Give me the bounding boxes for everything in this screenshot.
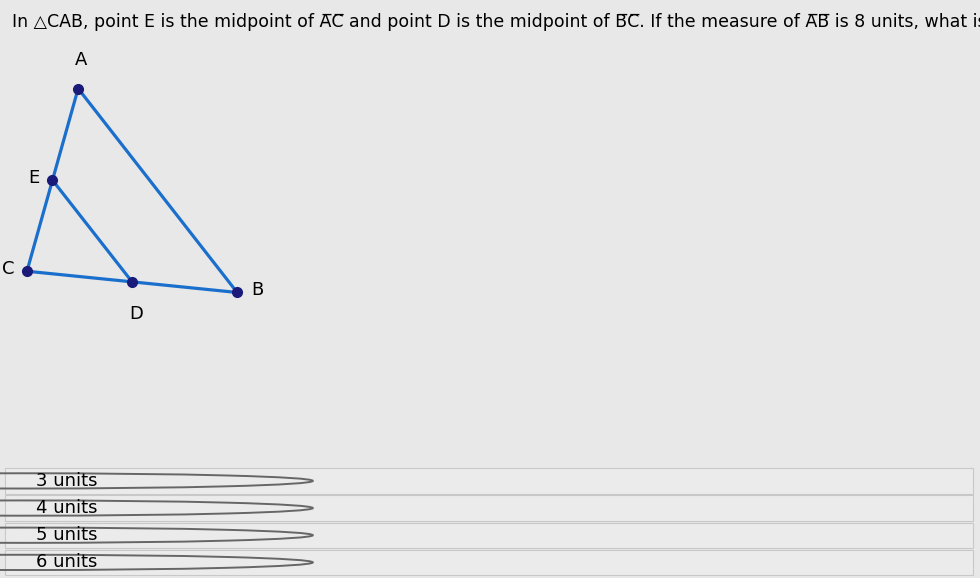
FancyBboxPatch shape: [5, 468, 973, 494]
Text: 3 units: 3 units: [36, 472, 97, 490]
Text: B: B: [252, 281, 264, 299]
Text: 4 units: 4 units: [36, 499, 97, 517]
Text: In △CAB, point E is the midpoint of A̅C̅ and point D is the midpoint of B̅C̅. If: In △CAB, point E is the midpoint of A̅C̅…: [12, 13, 980, 31]
Text: 6 units: 6 units: [36, 553, 97, 572]
Text: C: C: [2, 260, 15, 278]
FancyBboxPatch shape: [5, 550, 973, 575]
Text: 5 units: 5 units: [36, 526, 97, 544]
Text: E: E: [27, 169, 39, 187]
FancyBboxPatch shape: [5, 523, 973, 548]
Text: A: A: [74, 51, 87, 69]
FancyBboxPatch shape: [5, 495, 973, 521]
Text: D: D: [129, 305, 143, 323]
